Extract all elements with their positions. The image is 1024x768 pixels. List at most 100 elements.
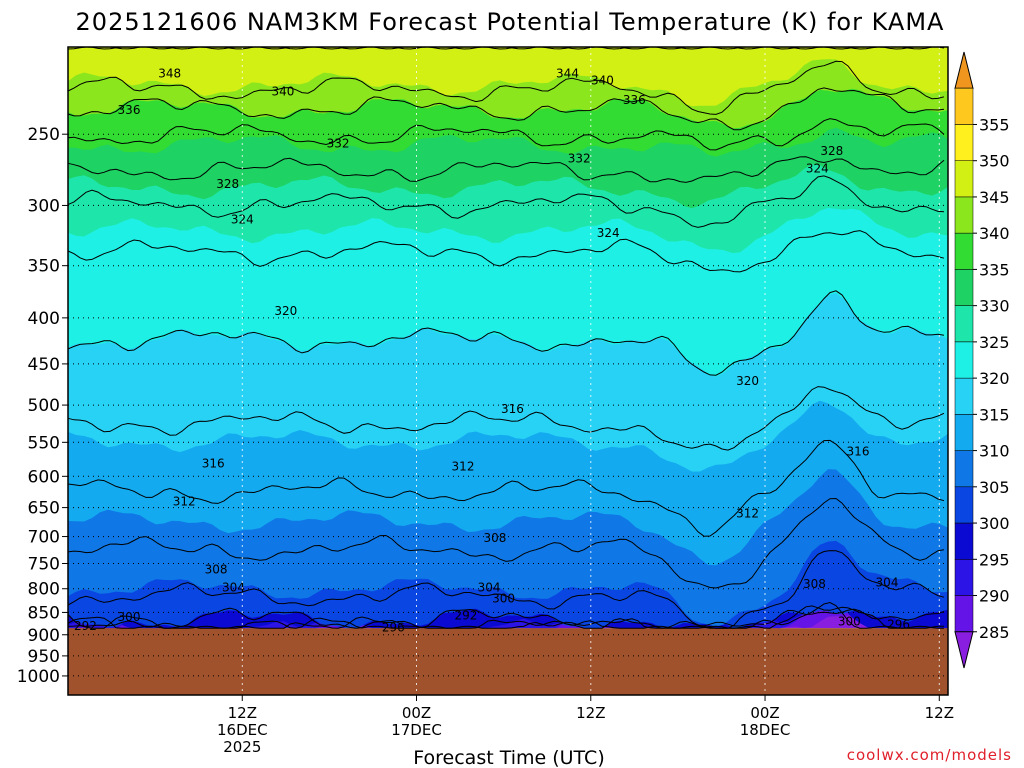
contour-label: 304 — [222, 580, 245, 594]
colorbar-swatch — [954, 559, 974, 596]
colorbar-swatch — [954, 377, 974, 415]
contour-label: 340 — [591, 74, 614, 88]
colorbar-top-arrow — [954, 51, 974, 89]
colorbar-label: 305 — [979, 478, 1010, 497]
colorbar-swatch — [954, 414, 974, 451]
contour-label: 316 — [847, 444, 870, 458]
colorbar-swatch — [954, 305, 974, 343]
y-axis-ticks: 250 300 350 400 450 500 550 600 650 700 750 800 850 9… — [17, 125, 68, 687]
colorbar-label: 335 — [979, 260, 1010, 279]
colorbar-swatch — [954, 196, 974, 234]
colorbar-label: 300 — [979, 514, 1010, 533]
contour-label: 336 — [118, 103, 141, 117]
colorbar-label: 325 — [979, 333, 1010, 352]
colorbar-label: 310 — [979, 442, 1010, 461]
contour-label: 300 — [118, 610, 141, 624]
contour-label: 300 — [492, 591, 515, 605]
contour-label: 328 — [216, 177, 239, 191]
plot-frame — [67, 46, 949, 696]
contour-label: 336 — [623, 93, 646, 107]
colorbar-label: 295 — [979, 550, 1010, 569]
y-tick-label: 400 — [28, 309, 60, 329]
grid-lines — [68, 47, 948, 695]
contour-labels: 348 344 340 340 336 336 332 332 328 328 324 324 324 3… — [74, 66, 910, 634]
y-tick-label: 500 — [28, 396, 60, 416]
contour-label: 308 — [483, 531, 506, 545]
colorbar-swatch — [954, 87, 974, 125]
colorbar-swatch — [954, 232, 974, 270]
x-tick-label: 17DEC — [391, 721, 442, 739]
contour-line-332 — [67, 156, 945, 183]
x-tick-label: 12Z — [576, 704, 605, 722]
x-tick-label: 00Z — [750, 704, 779, 722]
x-axis-label: Forecast Time (UTC) — [413, 747, 604, 768]
contour-label: 348 — [158, 66, 181, 80]
contour-label: 300 — [838, 615, 861, 629]
contour-label: 328 — [820, 144, 843, 158]
contour-label: 344 — [556, 66, 579, 80]
contour-label: 332 — [568, 151, 591, 165]
y-tick-label: 1000 — [17, 667, 60, 687]
y-tick-label: 850 — [28, 603, 60, 623]
contour-label: 316 — [501, 402, 524, 416]
contour-label: 292 — [74, 619, 97, 633]
colorbar: 285 290 295 300 305 310 315 320 325 330 335 340 345 3… — [954, 51, 1010, 669]
contour-label: 312 — [736, 507, 759, 521]
colorbar-label: 285 — [979, 623, 1010, 642]
contour-line-328 — [67, 175, 945, 228]
colorbar-swatch — [954, 522, 974, 560]
contour-line-304 — [67, 550, 945, 629]
colorbar-swatch — [954, 124, 974, 161]
colorbar-label: 330 — [979, 297, 1010, 316]
contour-label: 308 — [803, 577, 826, 591]
y-tick-label: 300 — [28, 196, 60, 216]
y-tick-label: 950 — [28, 647, 60, 667]
contour-label: 332 — [327, 137, 350, 151]
contour-label: 296 — [887, 618, 910, 632]
x-tick-label: 00Z — [402, 704, 431, 722]
colorbar-label: 290 — [979, 587, 1010, 606]
y-tick-label: 450 — [28, 355, 60, 375]
colorbar-bottom-arrow — [954, 631, 974, 669]
credit-text: coolwx.com/models — [847, 746, 1012, 764]
field-band-345 — [68, 47, 948, 107]
contour-label: 304 — [478, 580, 501, 594]
contour-label: 320 — [736, 374, 759, 388]
contour-label: 312 — [173, 495, 196, 509]
contour-label: 308 — [205, 563, 228, 577]
colorbar-label: 355 — [979, 116, 1010, 135]
colorbar-swatch — [954, 269, 974, 306]
colorbar-swatch — [954, 595, 974, 632]
colorbar-swatch — [954, 341, 974, 379]
contour-label: 324 — [231, 213, 254, 227]
contour-line-308 — [67, 497, 945, 589]
colorbar-swatch — [954, 450, 974, 488]
contour-line-320 — [67, 290, 945, 376]
colorbar-swatch — [954, 160, 974, 198]
contour-label: 320 — [274, 304, 297, 318]
colorbar-label: 350 — [979, 152, 1010, 171]
contour-label: 296 — [382, 620, 405, 634]
x-tick-label: 2025 — [223, 738, 261, 756]
contour-line-344 — [67, 60, 945, 115]
contour-line-296 — [67, 601, 944, 629]
contour-line-340 — [67, 87, 945, 131]
y-tick-label: 650 — [28, 499, 60, 519]
colorbar-label: 315 — [979, 405, 1010, 424]
contour-line-324 — [67, 230, 945, 273]
y-tick-label: 800 — [28, 580, 60, 600]
contour-line-336 — [67, 118, 945, 151]
contour-label: 316 — [202, 457, 225, 471]
contour-label: 304 — [876, 575, 899, 589]
colorbar-label: 340 — [979, 224, 1010, 243]
x-tick-label: 12Z — [228, 704, 257, 722]
colorbar-label: 320 — [979, 369, 1010, 388]
x-tick-label: 16DEC — [217, 721, 268, 739]
y-tick-label: 350 — [28, 257, 60, 277]
x-tick-label: 18DEC — [740, 721, 791, 739]
contour-label: 312 — [452, 459, 475, 473]
colorbar-swatch — [954, 486, 974, 524]
chart-title: 2025121606 NAM3KM Forecast Potential Tem… — [76, 8, 945, 36]
x-tick-label: 12Z — [925, 704, 954, 722]
